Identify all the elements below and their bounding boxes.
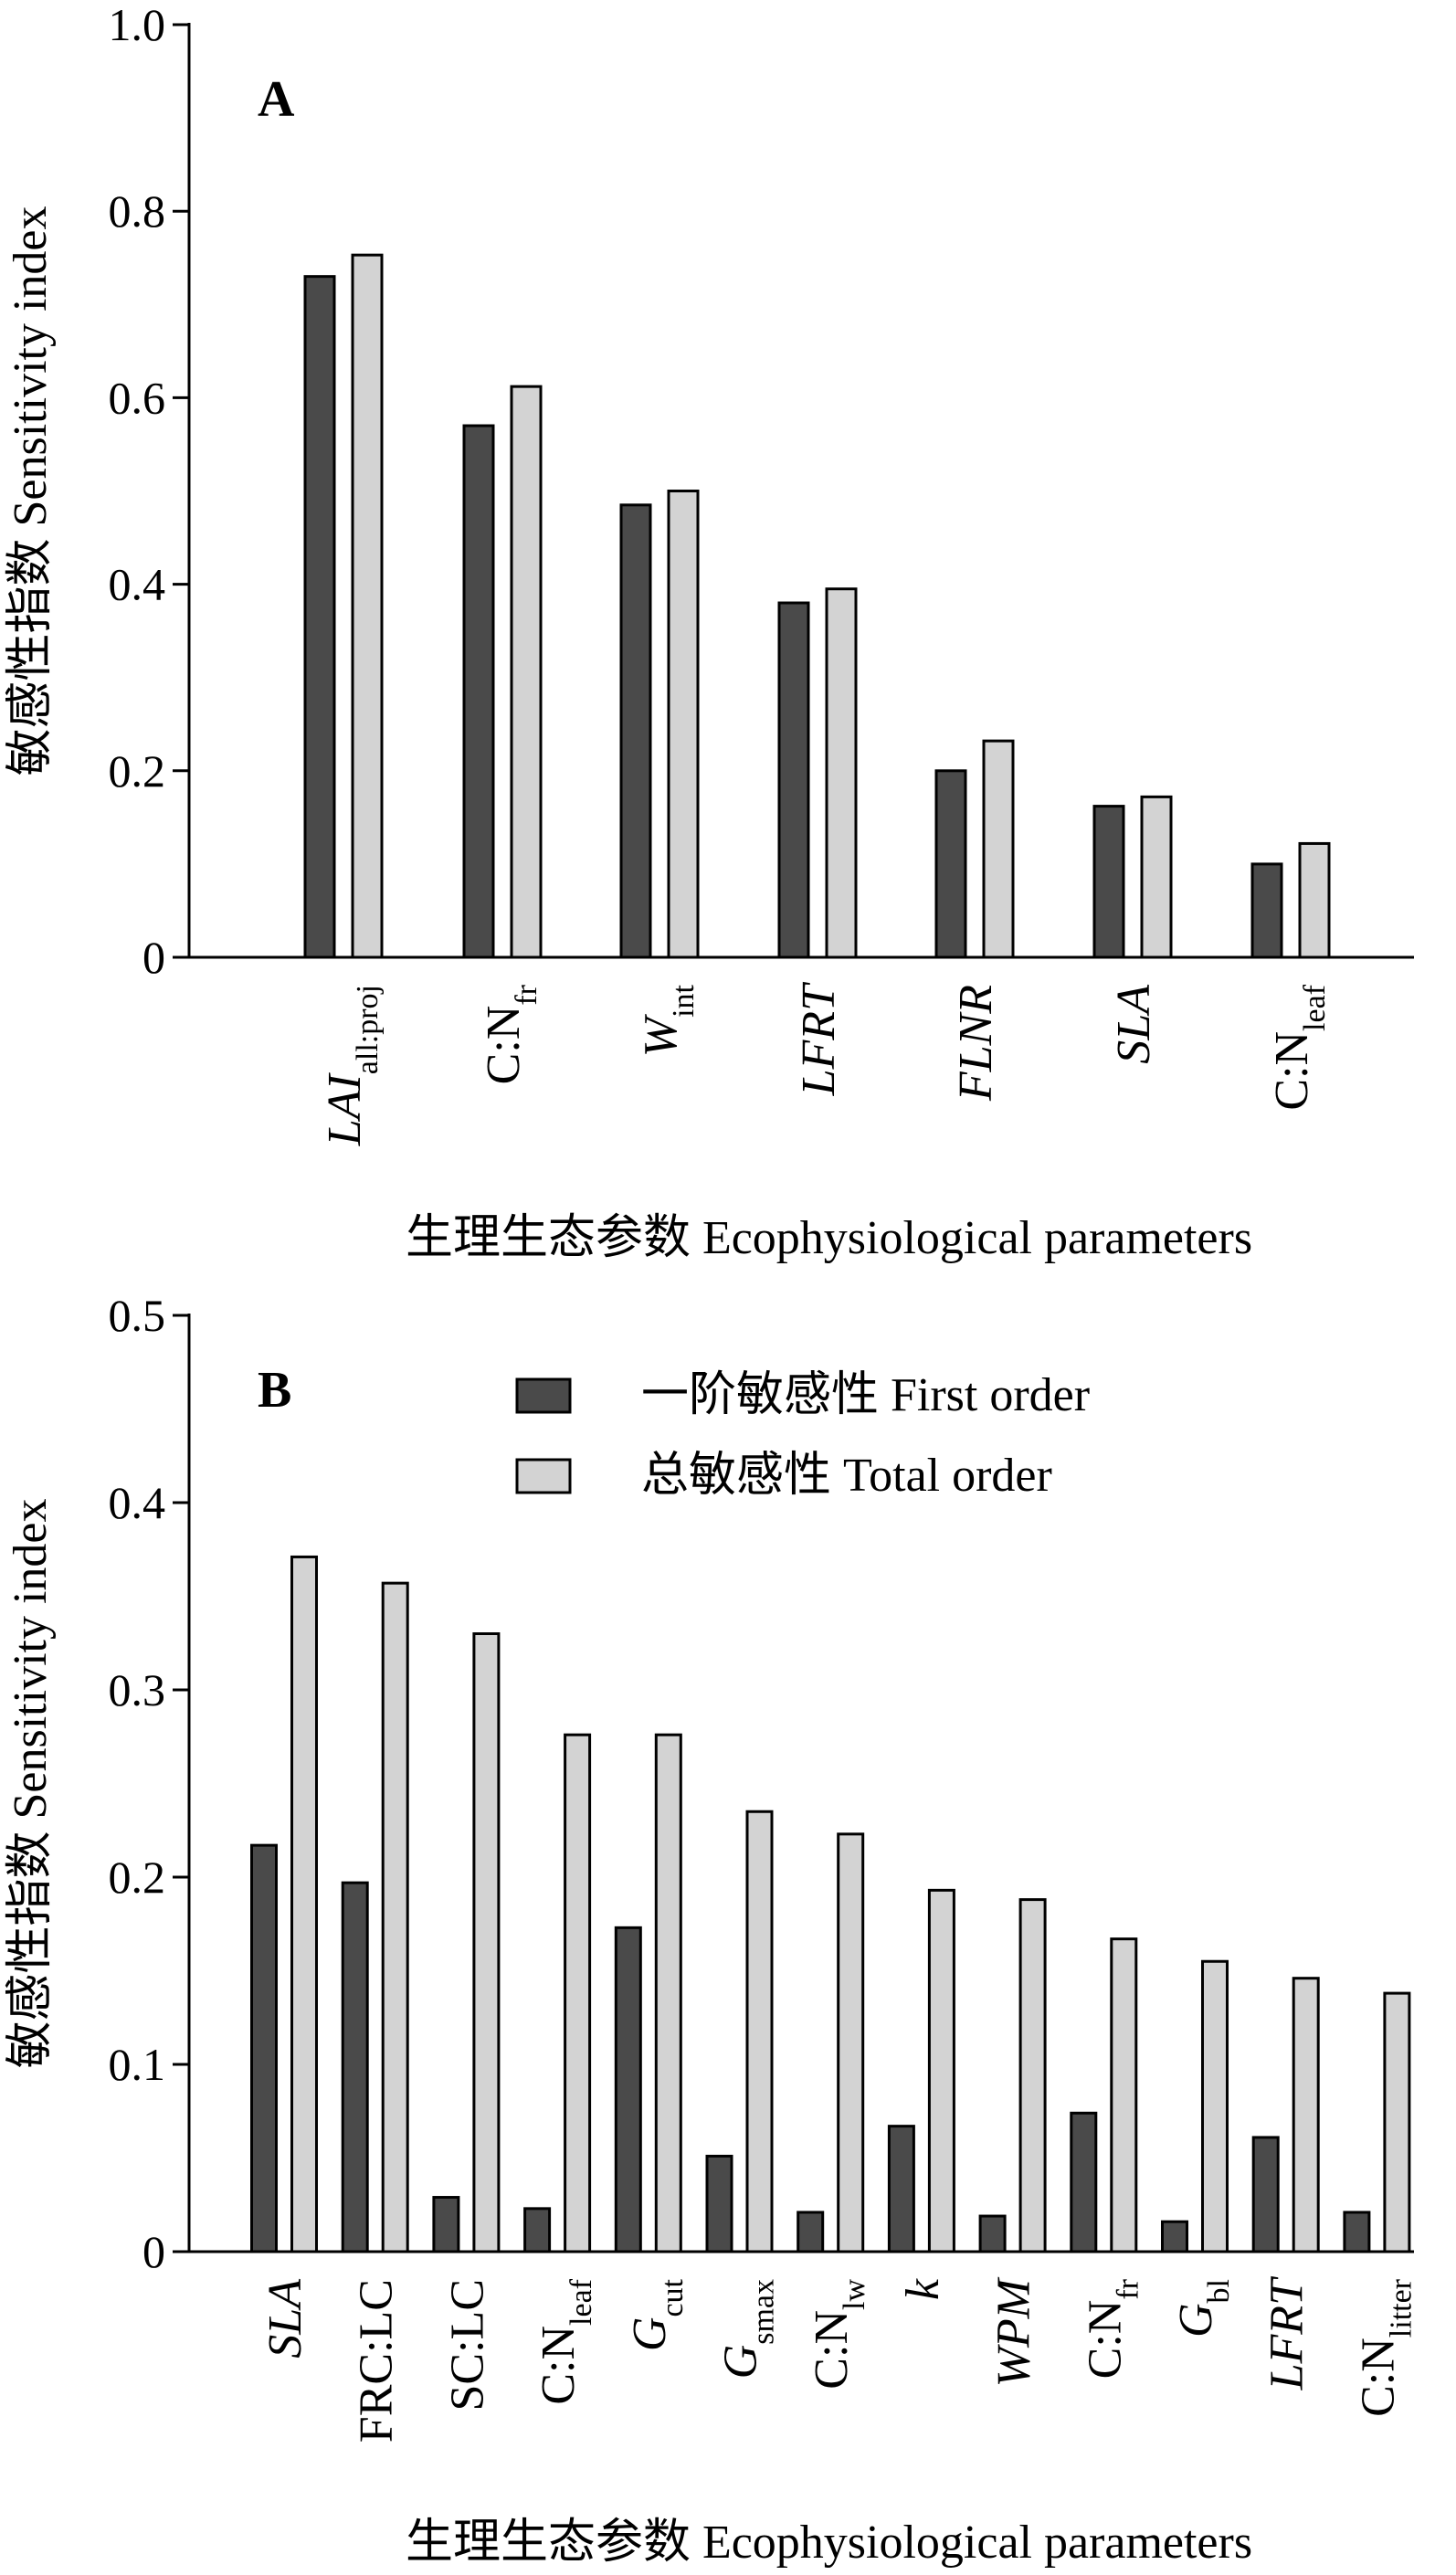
- first-order-bar: [462, 424, 495, 959]
- total-order-bar: [472, 1632, 501, 2253]
- first-order-bar: [1161, 2220, 1188, 2253]
- x-category-label: k: [897, 2278, 949, 2300]
- y-axis-title: 敏感性指数 Sensitivity index: [5, 206, 57, 776]
- legend-swatch-total-order: [515, 1458, 572, 1494]
- total-order-bar: [1298, 841, 1331, 959]
- total-order-bar: [837, 1832, 865, 2253]
- panel-label: A: [258, 71, 295, 128]
- first-order-bar: [523, 2207, 552, 2253]
- total-order-bar: [654, 1733, 682, 2253]
- x-category-label: C:Nleaf: [533, 2278, 598, 2404]
- first-order-bar: [341, 1881, 369, 2253]
- y-tick-label: 0.2: [109, 1852, 166, 1903]
- y-tick-label: 0.5: [109, 1290, 166, 1341]
- total-order-bar: [1140, 795, 1173, 959]
- x-category-label: SC:LC: [441, 2279, 493, 2411]
- y-tick-label: 1.0: [109, 0, 166, 50]
- total-order-bar: [290, 1555, 318, 2253]
- x-category-label: C:Nleaf: [1266, 984, 1332, 1110]
- first-order-bar: [432, 2196, 460, 2253]
- total-order-bar: [982, 739, 1015, 959]
- total-order-bar: [1292, 1977, 1320, 2253]
- x-category-label: SLA: [259, 2279, 311, 2359]
- legend-label-first-order: 一阶敏感性 First order: [641, 1369, 1090, 1421]
- total-order-bar: [825, 587, 858, 959]
- x-category-label: Gcut: [624, 2278, 690, 2351]
- first-order-bar: [1251, 2136, 1280, 2253]
- first-order-bar: [705, 2154, 733, 2253]
- x-axis-title: 生理生态参数 Ecophysiological parameters: [406, 2517, 1252, 2569]
- x-category-label: FRC:LC: [351, 2279, 403, 2443]
- x-category-label: LFRT: [1261, 2276, 1314, 2390]
- x-axis-title: 生理生态参数 Ecophysiological parameters: [406, 1212, 1252, 1264]
- panel-a: 0 0.2 0.4 0.6 0.8 1.0 敏感性指数 Sensitivity index A…: [5, 0, 1414, 1264]
- total-order-bar: [351, 253, 384, 959]
- legend-swatch-first-order: [515, 1377, 572, 1414]
- y-tick-label: 0.3: [109, 1664, 166, 1715]
- first-order-bar: [1343, 2211, 1371, 2253]
- x-category-label: C:Nlw: [806, 2279, 871, 2390]
- y-tick-label: 0.1: [109, 2039, 166, 2090]
- first-order-bar: [797, 2211, 825, 2253]
- first-order-bar: [978, 2214, 1007, 2253]
- y-tick-label: 0.4: [109, 559, 166, 610]
- x-category-label: C:Nfr: [1079, 2278, 1145, 2379]
- legend: 一阶敏感性 First order 总敏感性 Total order: [515, 1369, 1090, 1502]
- total-order-bar: [510, 385, 543, 959]
- y-axis-title: 敏感性指数 Sensitivity index: [5, 1498, 57, 2068]
- x-category-label: C:Nlitter: [1352, 2278, 1418, 2417]
- y-tick-label: 0.2: [109, 745, 166, 797]
- panel-label: B: [258, 1362, 291, 1419]
- first-order-bar: [614, 1926, 642, 2253]
- total-order-bar: [745, 1810, 774, 2253]
- first-order-bar: [1070, 2111, 1098, 2253]
- x-category-label: Gbl: [1170, 2279, 1236, 2338]
- first-order-bar: [887, 2125, 915, 2253]
- y-tick-label: 0: [142, 2226, 165, 2277]
- total-order-bar: [1383, 1991, 1411, 2253]
- x-category-label: LFRT: [793, 982, 845, 1096]
- y-tick-label: 0: [142, 932, 165, 983]
- total-order-bar: [564, 1733, 592, 2253]
- panel-b: 0 0.1 0.2 0.3 0.4 0.5 敏感性指数 Sensitivity index B…: [5, 1290, 1418, 2569]
- total-order-bar: [1110, 1937, 1138, 2253]
- y-tick-label: 0.6: [109, 372, 166, 423]
- first-order-bar: [934, 769, 967, 959]
- legend-label-total-order: 总敏感性 Total order: [641, 1450, 1052, 1502]
- x-category-label: FLNR: [950, 985, 1002, 1102]
- x-category-label: SLA: [1108, 985, 1160, 1064]
- x-category-label: WPM: [988, 2276, 1040, 2387]
- first-order-bar: [619, 503, 652, 959]
- first-order-bar: [1250, 862, 1283, 959]
- total-order-bar: [927, 1888, 955, 2253]
- y-tick-label: 0.4: [109, 1477, 166, 1528]
- total-order-bar: [1018, 1898, 1047, 2253]
- x-category-label: C:Nfr: [478, 984, 543, 1084]
- first-order-bar: [303, 275, 336, 959]
- first-order-bar: [777, 601, 810, 959]
- x-category-label: Gsmax: [715, 2279, 781, 2379]
- x-category-label: Wint: [635, 984, 701, 1057]
- first-order-bar: [1092, 805, 1125, 959]
- total-order-bar: [381, 1581, 409, 2253]
- total-order-bar: [667, 490, 700, 959]
- total-order-bar: [1201, 1959, 1229, 2253]
- first-order-bar: [250, 1843, 278, 2253]
- y-tick-label: 0.8: [109, 185, 166, 237]
- x-category-label: LAIall:proj: [319, 985, 385, 1146]
